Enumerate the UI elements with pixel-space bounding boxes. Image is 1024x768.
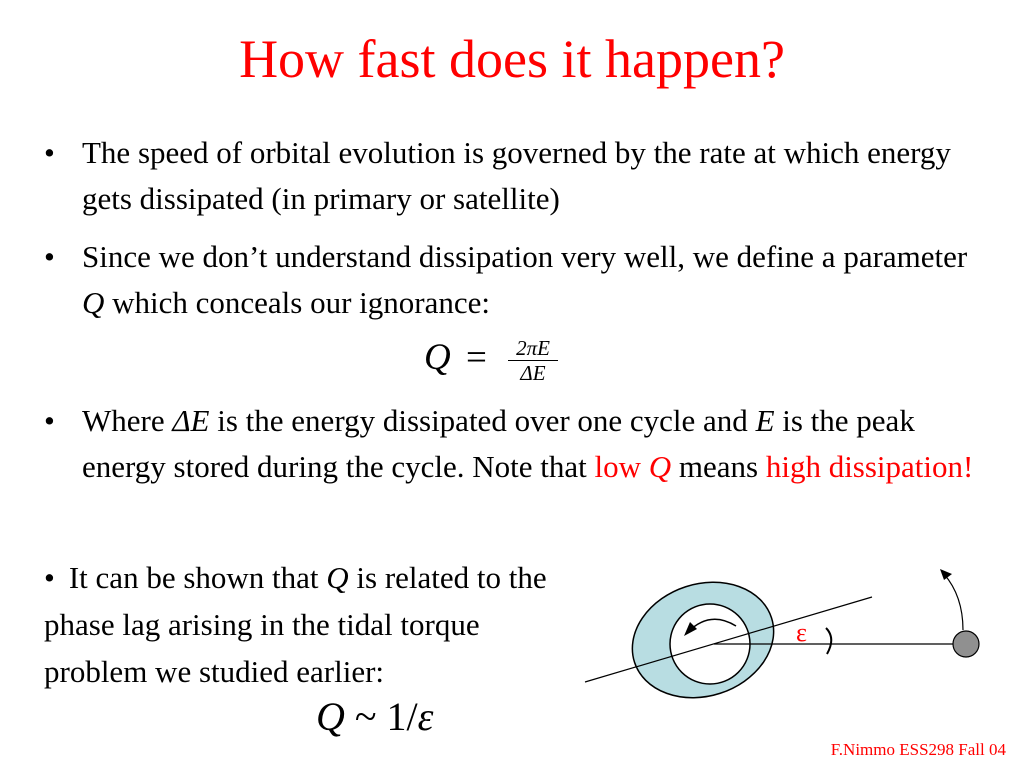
bullet-3: • Where ΔE is the energy dissipated over…	[44, 398, 994, 490]
epsilon-angle-arc	[825, 627, 833, 655]
bullet-2-text: Since we don’t understand dissipation ve…	[82, 239, 968, 320]
bullet-marker: •	[44, 239, 55, 274]
bullet-marker: •	[44, 403, 55, 438]
slide-footer: F.Nimmo ESS298 Fall 04	[830, 740, 1006, 759]
bullet-1: • The speed of orbital evolution is gove…	[44, 130, 994, 222]
epsilon-label: ε	[796, 618, 807, 647]
rotation-arrowhead	[684, 622, 697, 636]
q-epsilon-relation: Q ~ 1/ε	[316, 694, 434, 739]
bullet-4: • It can be shown that Q is related to th…	[44, 560, 547, 689]
bulge-axis-line	[584, 596, 873, 683]
bullet-1-text: The speed of orbital evolution is govern…	[82, 135, 951, 216]
satellite	[952, 630, 980, 658]
bullet-2: • Since we don’t understand dissipation …	[44, 234, 994, 326]
formula-lhs: Q	[424, 337, 451, 378]
orbit-arrow	[943, 573, 964, 631]
formula-fraction: 2πE ΔE	[508, 336, 558, 385]
bullet-marker: •	[44, 560, 55, 595]
bullet-3-text: Where ΔE is the energy dissipated over o…	[82, 403, 974, 484]
orbit-arrowhead	[940, 569, 952, 580]
bullet-marker: •	[44, 135, 55, 170]
formula-denominator: ΔE	[520, 361, 546, 385]
slide-title: How fast does it happen?	[239, 29, 785, 89]
tidal-bulge-diagram: ε	[584, 569, 980, 699]
formula-equals: =	[466, 337, 487, 378]
formula-numerator: 2πE	[508, 336, 558, 361]
